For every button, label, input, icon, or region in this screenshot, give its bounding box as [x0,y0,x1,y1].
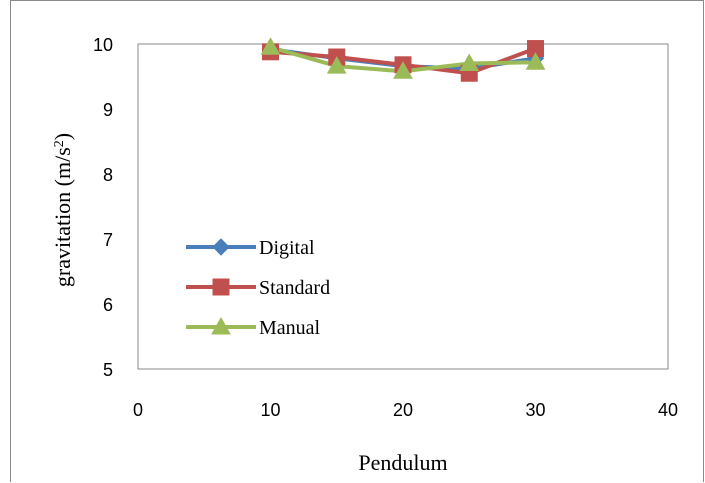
y-axis-title-close: ) [50,133,75,140]
plot-area [137,43,669,370]
legend: Digital Standard Manual [186,237,330,339]
chart-frame [10,0,704,482]
data-point-manual [260,37,281,55]
y-tick-label: 10 [93,35,113,55]
series-markers [260,37,546,82]
y-tick-label: 5 [103,360,113,380]
legend-marker-manual [211,316,231,335]
y-axis-title-sup: 2 [52,140,67,147]
x-axis-tick-labels: 0 10 20 30 40 [133,400,678,420]
legend-label-digital: Digital [259,237,315,259]
x-tick-label: 0 [133,400,143,420]
y-axis-title-main: gravitation (m/s [50,147,75,287]
legend-marker-digital [212,238,230,256]
x-axis-title: Pendulum [358,450,447,475]
y-tick-label: 6 [103,295,113,315]
y-tick-label: 7 [103,230,113,250]
x-tick-label: 10 [260,400,280,420]
x-tick-label: 20 [393,400,413,420]
y-axis-title: gravitation (m/s2) [50,133,75,287]
data-point-manual [525,52,546,70]
x-tick-label: 30 [525,400,545,420]
legend-marker-standard [212,278,230,296]
x-tick-label: 40 [658,400,678,420]
data-point-manual [459,53,480,71]
data-point-manual [326,56,347,74]
y-tick-label: 8 [103,165,113,185]
legend-label-manual: Manual [259,317,321,339]
y-axis-tick-labels: 5 6 7 8 9 10 [93,35,113,380]
legend-label-standard: Standard [259,277,330,299]
data-point-manual [393,61,413,79]
y-tick-label: 9 [103,100,113,120]
